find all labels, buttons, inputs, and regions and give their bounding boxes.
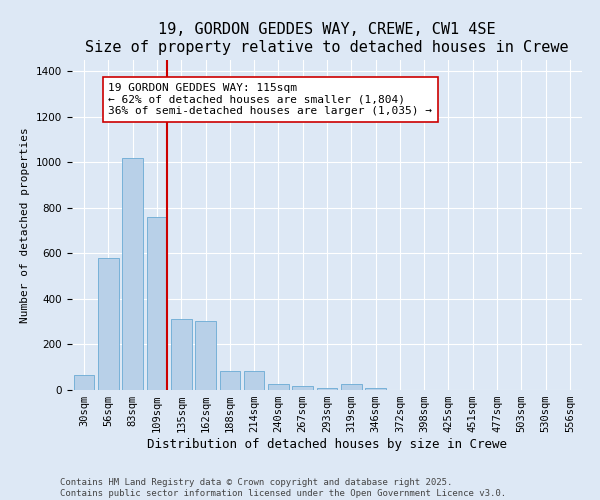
Bar xyxy=(195,320,216,390)
Bar xyxy=(292,386,313,390)
Title: 19, GORDON GEDDES WAY, CREWE, CW1 4SE
Size of property relative to detached hous: 19, GORDON GEDDES WAY, CREWE, CW1 4SE Si… xyxy=(85,22,569,54)
Bar xyxy=(220,370,240,390)
Y-axis label: Number of detached properties: Number of detached properties xyxy=(20,127,31,323)
Bar xyxy=(74,375,94,390)
Bar xyxy=(341,384,362,390)
Bar xyxy=(171,320,191,390)
X-axis label: Distribution of detached houses by size in Crewe: Distribution of detached houses by size … xyxy=(147,438,507,451)
Bar xyxy=(98,258,119,390)
Text: 19 GORDON GEDDES WAY: 115sqm
← 62% of detached houses are smaller (1,804)
36% of: 19 GORDON GEDDES WAY: 115sqm ← 62% of de… xyxy=(109,83,433,116)
Bar xyxy=(317,388,337,390)
Bar xyxy=(146,217,167,390)
Bar xyxy=(244,370,265,390)
Bar xyxy=(122,158,143,390)
Text: Contains HM Land Registry data © Crown copyright and database right 2025.
Contai: Contains HM Land Registry data © Crown c… xyxy=(60,478,506,498)
Bar xyxy=(365,388,386,390)
Bar xyxy=(268,384,289,390)
